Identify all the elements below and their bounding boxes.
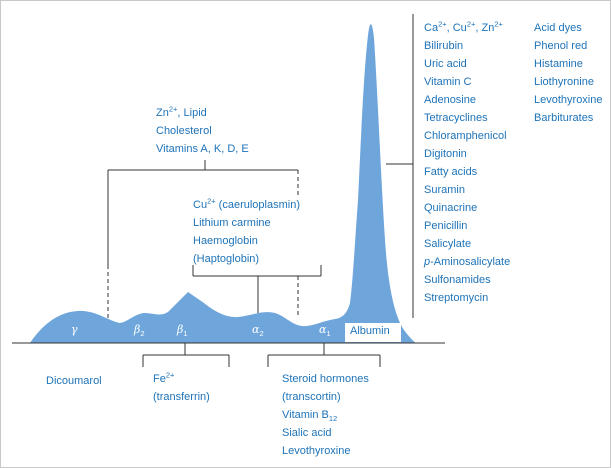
gamma-binding-label: Dicoumarol	[46, 375, 102, 387]
beta-group-list: Zn2+, Lipid Cholesterol Vitamins A, K, D…	[156, 104, 249, 158]
albumin-item: Bilirubin	[424, 40, 464, 52]
alpha1-below-item: (transcortin)	[282, 391, 341, 403]
alpha2-group-item: Lithium carmine	[193, 217, 271, 229]
albumin-item: Acid dyes	[534, 22, 582, 34]
alpha1-below-item: Levothyroxine	[282, 445, 351, 457]
albumin-item: Quinacrine	[424, 202, 478, 214]
peak-label-beta1: β1	[177, 323, 188, 339]
beta1-below-list: Fe2+ (transferrin)	[153, 370, 210, 406]
albumin-group-list-1: Ca2+, Cu2+, Zn2+ Bilirubin Uric acid Vit…	[424, 19, 510, 307]
alpha1-below-bracket	[267, 343, 381, 367]
albumin-item: Sulfonamides	[424, 274, 491, 286]
peak-label-alpha1: α1	[319, 323, 331, 339]
alpha2-group-bracket	[192, 265, 322, 318]
albumin-item-aminosalicylate: p-Aminosalicylate	[424, 256, 511, 268]
albumin-item: Histamine	[534, 58, 583, 70]
electrophoresis-curve	[30, 24, 416, 343]
peak-label-gamma: γ	[71, 323, 78, 336]
albumin-item: Vitamin C	[424, 76, 472, 88]
alpha2-group-list: Cu2+ (caeruloplasmin) Lithium carmine Ha…	[193, 196, 300, 268]
albumin-item: Barbiturates	[534, 112, 594, 124]
albumin-item: Tetracyclines	[424, 112, 488, 124]
albumin-item: Chloramphenicol	[424, 130, 507, 142]
albumin-group-list-2: Acid dyes Phenol red Histamine Liothyron…	[534, 19, 603, 127]
albumin-group-metals: Ca2+, Cu2+, Zn2+	[424, 19, 503, 34]
albumin-item: Liothyronine	[534, 76, 594, 88]
albumin-item: Uric acid	[424, 58, 467, 70]
albumin-group-bracket	[386, 14, 414, 318]
alpha1-vitamin-b12: Vitamin B12	[282, 409, 338, 424]
alpha2-group-item: (Haptoglobin)	[193, 253, 260, 265]
alpha2-group-item: Haemoglobin	[193, 235, 258, 247]
albumin-item: Phenol red	[534, 40, 588, 52]
albumin-item: Digitonin	[424, 148, 467, 160]
albumin-label-plate	[345, 323, 401, 342]
albumin-item: Penicillin	[424, 220, 468, 232]
beta-group-bracket	[107, 160, 299, 318]
beta1-below-item: (transferrin)	[153, 391, 210, 403]
albumin-item: Salicylate	[424, 238, 472, 250]
albumin-item: Streptomycin	[424, 292, 489, 304]
alpha1-below-item: Steroid hormones	[282, 373, 369, 385]
albumin-item: Adenosine	[424, 94, 476, 106]
beta-group-item: Cholesterol	[156, 125, 212, 137]
beta1-below-bracket	[142, 343, 230, 367]
peak-label-albumin: Albumin	[350, 325, 390, 337]
albumin-item: Fatty acids	[424, 166, 478, 178]
albumin-item: Levothyroxine	[534, 94, 603, 106]
beta1-iron: Fe2+	[153, 370, 175, 385]
albumin-item: Suramin	[424, 184, 465, 196]
beta-group-zinc-lipid: Zn2+, Lipid	[156, 104, 207, 119]
alpha1-below-list: Steroid hormones (transcortin) Vitamin B…	[282, 370, 369, 460]
peak-label-beta2: β2	[134, 323, 145, 339]
peak-label-alpha2: α2	[252, 323, 264, 339]
beta-group-item: Vitamins A, K, D, E	[156, 143, 249, 155]
alpha2-group-copper: Cu2+ (caeruloplasmin)	[193, 196, 300, 211]
alpha1-below-item: Sialic acid	[282, 427, 332, 439]
